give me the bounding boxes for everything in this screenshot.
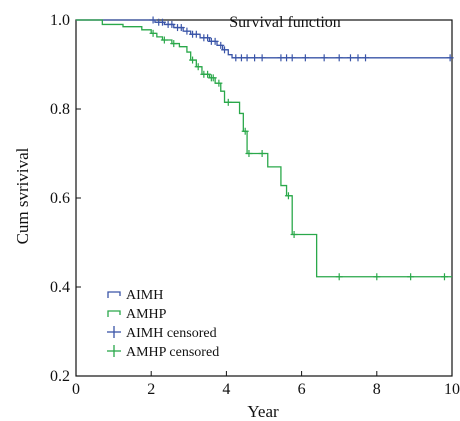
censor-marker (215, 79, 223, 87)
y-axis-label: Cum svrivival (13, 147, 32, 244)
censor-marker (288, 54, 296, 62)
censor-marker (301, 54, 309, 62)
censor-marker (192, 30, 200, 38)
y-tick-label: 0.8 (50, 101, 70, 118)
legend-plus-symbol (107, 326, 121, 338)
censor-marker (258, 150, 266, 157)
censor-marker (284, 192, 292, 200)
legend-item: AIMH censored (107, 326, 217, 341)
series-aimh (76, 16, 454, 62)
legend-item: AIMH (107, 288, 163, 303)
legend: AIMH AMHP AIMH censored AMHP censored (107, 288, 219, 360)
y-tick-label: 0.6 (50, 190, 70, 207)
censor-marker (258, 54, 266, 62)
legend-plus-symbol (107, 345, 121, 357)
axes: 0 2 4 6 8 10 0.2 0.4 0.6 0.8 1.0 (50, 12, 460, 398)
x-tick-label: 4 (222, 381, 230, 398)
censor-marker (335, 54, 343, 62)
x-tick-label: 0 (72, 381, 80, 398)
censor-marker (243, 54, 251, 62)
legend-label: AMHP censored (126, 345, 219, 360)
x-tick-label: 10 (444, 381, 460, 398)
censor-marker (224, 98, 232, 106)
censor-marker (217, 41, 225, 49)
censor-marker (373, 273, 381, 281)
censor-marker (407, 273, 415, 281)
censor-marker (170, 40, 178, 48)
censor-marker (354, 54, 362, 62)
censor-marker (204, 70, 212, 78)
legend-step-symbol (107, 291, 121, 298)
censor-marker (211, 37, 219, 45)
x-axis-label: Year (247, 402, 279, 421)
censor-marker (183, 27, 191, 35)
x-tick-label: 8 (373, 381, 381, 398)
censor-marker (446, 54, 454, 62)
censor-marker (189, 56, 197, 64)
censor-marker (194, 63, 202, 71)
censor-marker (204, 34, 212, 42)
legend-label: AIMH censored (126, 326, 217, 341)
x-tick-label: 6 (298, 381, 306, 398)
censor-marker (245, 150, 253, 157)
censor-marker (149, 29, 157, 37)
legend-item: AMHP (107, 307, 167, 322)
censor-marker (362, 54, 370, 62)
censor-marker (209, 74, 217, 82)
censor-marker (335, 273, 343, 281)
censor-marker (320, 54, 328, 62)
y-tick-label: 1.0 (50, 12, 70, 29)
plot-frame (75, 19, 453, 377)
censor-marker (290, 230, 298, 238)
censor-marker (158, 18, 166, 26)
censor-marker (168, 20, 176, 28)
legend-item: AMHP censored (107, 345, 219, 360)
survival-step-line (76, 19, 452, 278)
censor-marker (160, 36, 168, 44)
survival-step-line (76, 19, 452, 59)
y-tick-label: 0.2 (50, 368, 70, 385)
series-amhp (76, 19, 452, 281)
censor-marker (177, 24, 185, 32)
censor-marker (241, 127, 249, 135)
y-tick-label: 0.4 (50, 279, 70, 296)
censor-marker (251, 54, 259, 62)
x-tick-label: 2 (147, 381, 155, 398)
censor-marker (221, 46, 229, 54)
censor-marker (440, 273, 448, 281)
legend-label: AMHP (126, 307, 167, 322)
legend-label: AIMH (126, 288, 163, 303)
legend-step-symbol (107, 310, 121, 317)
censor-marker (346, 54, 354, 62)
chart-title: Survival function (229, 14, 341, 31)
plot-area (76, 16, 454, 281)
censor-marker (149, 16, 157, 24)
